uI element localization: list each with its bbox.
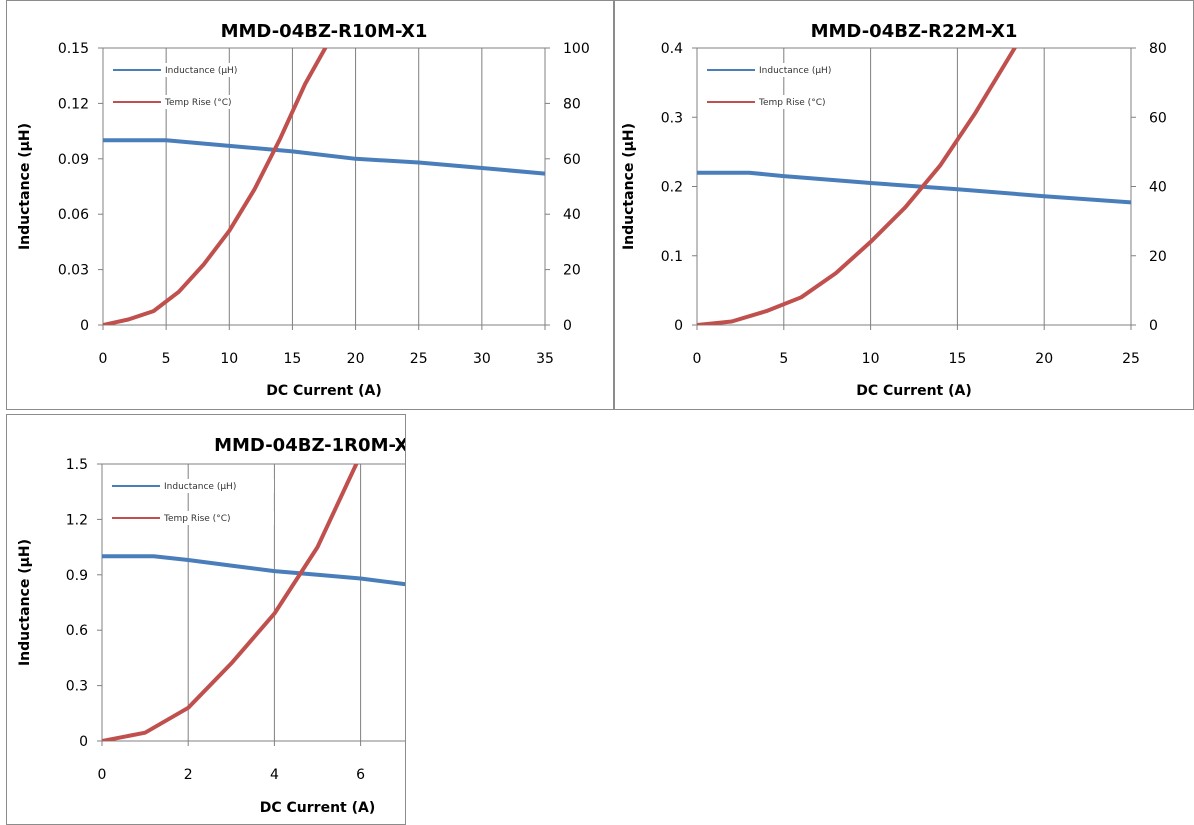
- chart-r22m: MMD-04BZ-R22M-X1 0 5 10 15 20 25 0 0.1 0.2 0.3 0.4 0…: [621, 21, 1167, 399]
- chart-1r0m: MMD-04BZ-1R0M-X1024681000.30.60.91.21.50…: [17, 435, 405, 816]
- y-tick-label: 0: [79, 734, 88, 750]
- chart-panel-1r0m: MMD-04BZ-1R0M-X1024681000.30.60.91.21.50…: [6, 414, 406, 825]
- chart-panel-r22m: MMD-04BZ-R22M-X1 0 5 10 15 20 25 0 0.1 0.2 0.3 0.4 0…: [614, 0, 1194, 410]
- y-tick-label: 0.09: [58, 152, 89, 168]
- legend-label: Temp Rise (°C): [163, 514, 231, 524]
- legend-bg: [157, 95, 275, 109]
- series-group: [103, 48, 545, 325]
- y-tick-label: 0.9: [66, 568, 88, 584]
- x-tick-label: 5: [162, 351, 171, 367]
- inductance-line: [697, 170, 1131, 205]
- x-tick-label: 20: [347, 351, 365, 367]
- y-tick-label: 0.1: [661, 249, 683, 265]
- legend-label: Temp Rise (°C): [758, 98, 826, 108]
- x-tick-label: 15: [948, 351, 966, 367]
- series-group: [697, 48, 1131, 325]
- y2-tick-label: 100: [563, 41, 590, 57]
- y2-tick-label: 20: [1149, 249, 1167, 265]
- y-tick-label: 0.6: [66, 623, 88, 639]
- x-tick-label: 20: [1035, 351, 1053, 367]
- chart-panel-r10m: MMD-04BZ-R10M-X1 0 5 10 15 20 25 30 35 0 0.03 0.06 0…: [6, 0, 614, 410]
- legend-bg: [156, 511, 274, 525]
- series-group: [102, 464, 405, 741]
- y-tick-label: 0.06: [58, 207, 89, 223]
- x-tick-label: 10: [220, 351, 238, 367]
- y2-tick-label: 20: [563, 263, 581, 279]
- legend-bg: [157, 63, 275, 77]
- y2-tick-label: 0: [563, 318, 572, 334]
- y2-tick-label: 60: [1149, 110, 1167, 126]
- x-tick-label: 0: [98, 767, 107, 783]
- y-tick-label: 1.5: [66, 457, 88, 473]
- y-axis-label: Inductance (µH): [621, 123, 637, 250]
- plot-frame: [101, 463, 405, 742]
- chart-title: MMD-04BZ-R22M-X1: [811, 21, 1018, 42]
- y-axis-label: Inductance (µH): [17, 539, 33, 666]
- y2-tick-label: 0: [1149, 318, 1158, 334]
- legend-label: Inductance (µH): [164, 482, 236, 492]
- x-tick-label: 0: [693, 351, 702, 367]
- y-tick-label: 0.03: [58, 263, 89, 279]
- y2-tick-label: 40: [1149, 180, 1167, 196]
- legend-label: Temp Rise (°C): [164, 98, 232, 108]
- legend-bg: [751, 95, 869, 109]
- chart-title: MMD-04BZ-R10M-X1: [221, 21, 428, 42]
- legend-label: Inductance (µH): [759, 66, 831, 76]
- x-tick-label: 6: [356, 767, 365, 783]
- y-tick-label: 0.12: [58, 96, 89, 112]
- x-tick-label: 30: [473, 351, 491, 367]
- x-tick-label: 25: [410, 351, 428, 367]
- y-tick-label: 0: [674, 318, 683, 334]
- x-tick-label: 4: [270, 767, 279, 783]
- y-tick-label: 0.15: [58, 41, 89, 57]
- temp-rise-line: [103, 48, 328, 325]
- y-axis-label: Inductance (µH): [17, 123, 33, 250]
- y-tick-label: 0.2: [661, 180, 683, 196]
- x-tick-label: 15: [284, 351, 302, 367]
- x-axis-label: DC Current (A): [266, 383, 381, 399]
- y2-tick-label: 80: [1149, 41, 1167, 57]
- y2-tick-label: 60: [563, 152, 581, 168]
- x-axis-label: DC Current (A): [856, 383, 971, 399]
- legend-bg: [156, 479, 274, 493]
- x-tick-label: 2: [184, 767, 193, 783]
- legend-bg: [751, 63, 869, 77]
- y2-tick-label: 40: [563, 207, 581, 223]
- temp-rise-line: [697, 48, 1017, 325]
- chart-r10m: MMD-04BZ-R10M-X1 0 5 10 15 20 25 30 35 0 0.03 0.06 0…: [17, 21, 590, 399]
- y-tick-label: 0.4: [661, 41, 683, 57]
- x-tick-label: 5: [779, 351, 788, 367]
- legend-label: Inductance (µH): [165, 66, 237, 76]
- y-tick-label: 0: [80, 318, 89, 334]
- plot-frame: [102, 47, 546, 326]
- chart-title: MMD-04BZ-1R0M-X1: [214, 435, 405, 456]
- x-tick-label: 35: [536, 351, 554, 367]
- y-tick-label: 0.3: [66, 679, 88, 695]
- x-tick-label: 25: [1122, 351, 1140, 367]
- x-tick-label: 10: [862, 351, 880, 367]
- y-tick-label: 1.2: [66, 512, 88, 528]
- x-axis-label: DC Current (A): [260, 800, 375, 816]
- inductance-line: [103, 138, 545, 176]
- y-tick-label: 0.3: [661, 110, 683, 126]
- temp-rise-line: [102, 464, 359, 741]
- y2-tick-label: 80: [563, 96, 581, 112]
- inductance-line: [102, 554, 405, 587]
- x-tick-label: 0: [99, 351, 108, 367]
